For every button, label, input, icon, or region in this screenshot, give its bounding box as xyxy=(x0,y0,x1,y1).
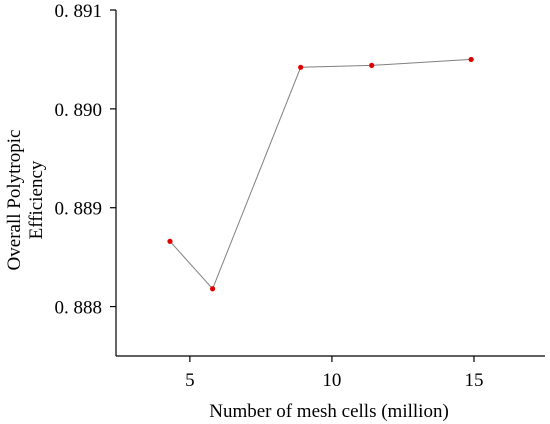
data-point xyxy=(369,62,375,68)
x-tick-label: 10 xyxy=(322,370,341,391)
data-point xyxy=(298,64,304,70)
x-ticks: 5 10 15 xyxy=(185,356,483,391)
data-point xyxy=(468,56,474,63)
y-tick-label: 0. 890 xyxy=(55,100,103,121)
data-point xyxy=(209,286,216,292)
y-axis-title-line-1: Overall Polytropic xyxy=(4,130,25,271)
series-line xyxy=(169,58,472,290)
y-tick-label: 0. 889 xyxy=(55,199,103,220)
series xyxy=(167,56,474,292)
y-axis-title-line-2: Efficiency xyxy=(26,160,47,239)
x-axis-title: Number of mesh cells (million) xyxy=(209,401,449,422)
y-tick-label: 0. 891 xyxy=(55,1,103,22)
x-tick-label: 5 xyxy=(185,370,195,391)
y-ticks: 0. 888 0. 889 0. 890 0. 891 xyxy=(55,1,116,319)
axes xyxy=(115,10,545,357)
x-tick-label: 15 xyxy=(464,370,483,391)
data-point xyxy=(167,238,173,244)
y-tick-label: 0. 888 xyxy=(55,298,103,319)
